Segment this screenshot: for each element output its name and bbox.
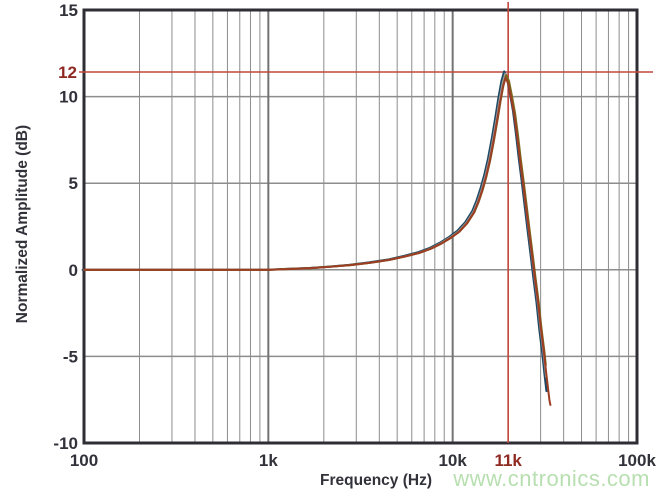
curve-trace-navy: [81, 70, 548, 393]
curve-trace-gray: [82, 72, 547, 378]
x-tick-label: 10k: [438, 451, 467, 470]
x-tick-label: 100: [70, 451, 98, 470]
curve-trace-olive: [83, 73, 547, 367]
curve-trace-red: [83, 76, 552, 406]
x-tick-label: 100k: [618, 451, 656, 470]
y-tick-label: 5: [69, 174, 78, 193]
watermark: www.cntronics.com: [453, 466, 650, 491]
x-tick-label: 1k: [259, 451, 278, 470]
y-tick-label: -10: [53, 434, 78, 453]
plot-border: [82, 8, 639, 445]
y-tick-label: -5: [63, 347, 78, 366]
marker-vline-label: 11k: [494, 451, 522, 470]
y-tick-label: 0: [69, 261, 78, 280]
y-axis-title: Normalized Amplitude (dB): [14, 124, 31, 324]
marker-hline-label: 12: [58, 63, 77, 82]
y-tick-label: 10: [59, 88, 78, 107]
y-tick-label: 15: [59, 1, 78, 20]
x-axis-title: Frequency (Hz): [320, 472, 432, 489]
